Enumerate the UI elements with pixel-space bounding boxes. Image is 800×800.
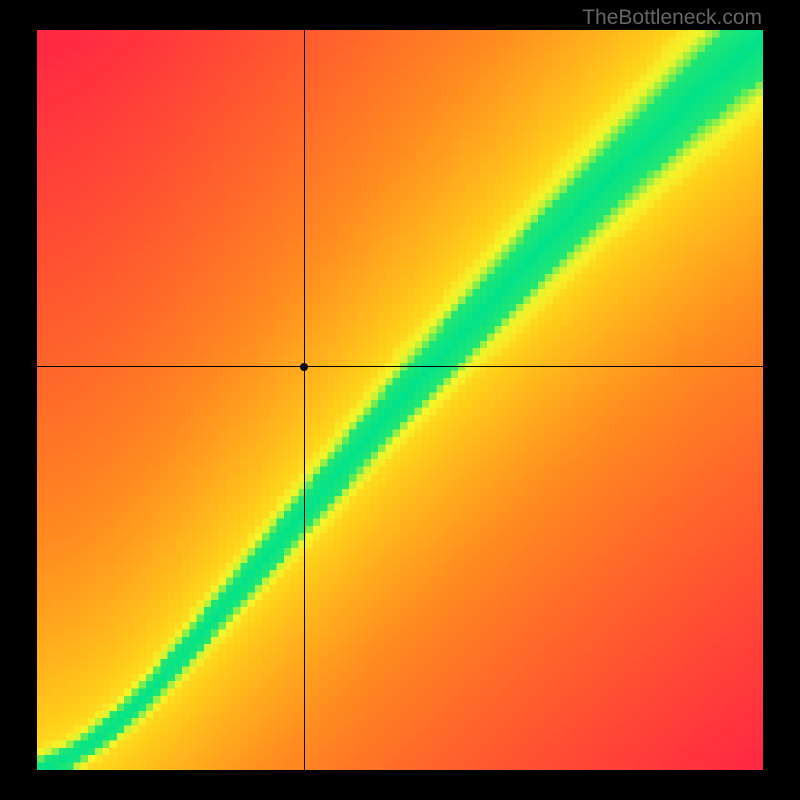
heatmap-canvas <box>37 30 763 770</box>
heatmap-plot <box>37 30 763 770</box>
crosshair-dot <box>300 363 308 371</box>
chart-frame: TheBottleneck.com <box>0 0 800 800</box>
crosshair-horizontal <box>37 366 763 367</box>
crosshair-vertical <box>304 30 305 770</box>
attribution-text: TheBottleneck.com <box>582 6 762 30</box>
